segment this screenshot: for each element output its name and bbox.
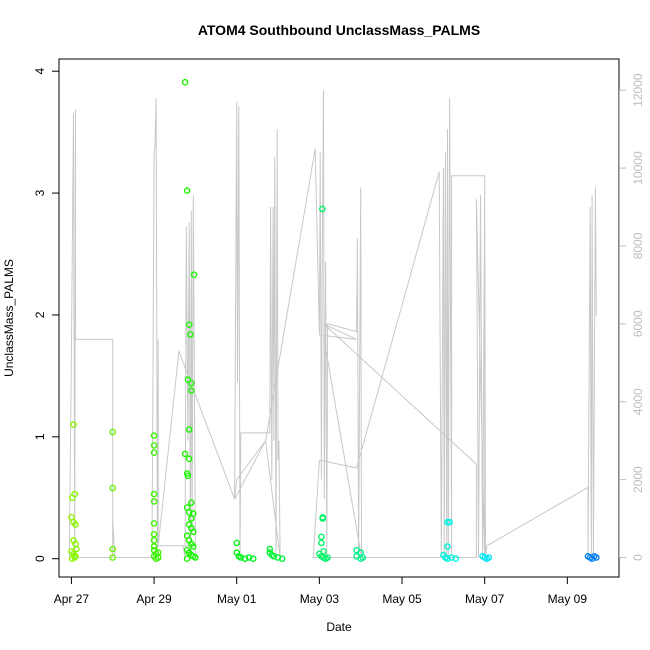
data-point xyxy=(187,515,195,522)
x-tick-label: Apr 29 xyxy=(136,592,172,606)
data-point xyxy=(181,450,189,458)
y2-tick-label: 0 xyxy=(631,554,645,561)
data-point xyxy=(278,555,286,563)
y-axis-label: UnclassMass_PALMS xyxy=(2,259,16,377)
data-point xyxy=(270,553,278,560)
data-point xyxy=(185,455,193,463)
y2-tick-label: 12000 xyxy=(631,73,645,107)
data-point xyxy=(274,554,282,561)
data-point xyxy=(183,187,191,194)
data-point xyxy=(150,449,158,457)
data-point xyxy=(184,376,192,383)
chart-title: ATOM4 Southbound UnclassMass_PALMS xyxy=(198,22,480,38)
data-point xyxy=(452,555,460,563)
y2-tick-label: 6000 xyxy=(631,310,645,337)
data-point xyxy=(444,543,451,550)
data-point xyxy=(324,554,331,561)
y2-tick-label: 10000 xyxy=(631,151,645,185)
data-point xyxy=(71,490,78,498)
y-tick-label: 3 xyxy=(33,189,47,196)
data-point xyxy=(245,554,253,561)
x-tick-label: Apr 27 xyxy=(54,592,90,606)
data-point xyxy=(185,509,193,516)
data-point xyxy=(72,521,79,528)
data-point xyxy=(448,554,455,561)
data-point xyxy=(150,543,158,550)
right-axis-series-line xyxy=(68,90,597,558)
y-tick-label: 1 xyxy=(33,433,47,440)
data-point xyxy=(359,554,367,561)
data-point xyxy=(446,518,453,526)
y2-tick-label: 8000 xyxy=(631,232,645,259)
data-point xyxy=(181,78,189,86)
x-tick-label: May 01 xyxy=(217,592,257,606)
data-point xyxy=(183,555,191,563)
data-point xyxy=(109,545,116,553)
data-point xyxy=(187,331,194,338)
data-point xyxy=(70,421,77,428)
data-point xyxy=(187,379,195,387)
data-point xyxy=(71,554,78,561)
data-point xyxy=(266,545,274,553)
data-point xyxy=(189,528,197,536)
y-tick-label: 2 xyxy=(33,311,47,318)
data-point xyxy=(109,428,116,436)
data-point xyxy=(109,554,116,561)
data-point xyxy=(185,321,193,329)
data-point xyxy=(187,499,195,507)
data-point xyxy=(150,520,158,527)
points-layer xyxy=(68,78,600,563)
x-axis-label: Date xyxy=(326,620,352,634)
data-point xyxy=(109,484,116,492)
data-point xyxy=(73,545,80,553)
data-point xyxy=(444,555,451,563)
data-point xyxy=(318,539,325,547)
x-tick-label: May 07 xyxy=(465,592,505,606)
data-point xyxy=(237,554,245,561)
data-point xyxy=(593,554,600,561)
data-point xyxy=(485,554,493,561)
data-point xyxy=(150,442,158,449)
data-point xyxy=(150,432,158,439)
right-axis-series-layer xyxy=(68,90,597,558)
y2-tick-label: 2000 xyxy=(631,466,645,493)
data-point xyxy=(184,472,192,480)
data-point xyxy=(189,543,197,550)
data-point xyxy=(249,555,257,563)
y2-tick-label: 4000 xyxy=(631,388,645,415)
data-point xyxy=(318,205,326,213)
data-point xyxy=(444,518,451,526)
axes-layer: 0 1 2 3 4 0 2000 4000 6000 8000 10000 12000 Apr 27 Ap… xyxy=(33,68,645,606)
data-point xyxy=(318,533,325,541)
data-point xyxy=(150,531,158,538)
data-point xyxy=(190,271,198,279)
x-tick-label: May 05 xyxy=(382,592,422,606)
x-tick-label: May 03 xyxy=(300,592,340,606)
data-point xyxy=(150,498,158,505)
y-tick-label: 0 xyxy=(33,555,47,562)
data-point xyxy=(187,387,195,394)
data-point xyxy=(154,554,162,561)
y-tick-label: 4 xyxy=(33,68,47,75)
data-point xyxy=(150,490,158,498)
data-point xyxy=(319,515,327,522)
x-tick-label: May 09 xyxy=(548,592,588,606)
data-point xyxy=(185,426,193,433)
data-point xyxy=(150,537,158,544)
plot-frame xyxy=(58,58,620,578)
data-point xyxy=(241,555,249,563)
data-point xyxy=(233,539,240,547)
data-point xyxy=(192,554,199,561)
